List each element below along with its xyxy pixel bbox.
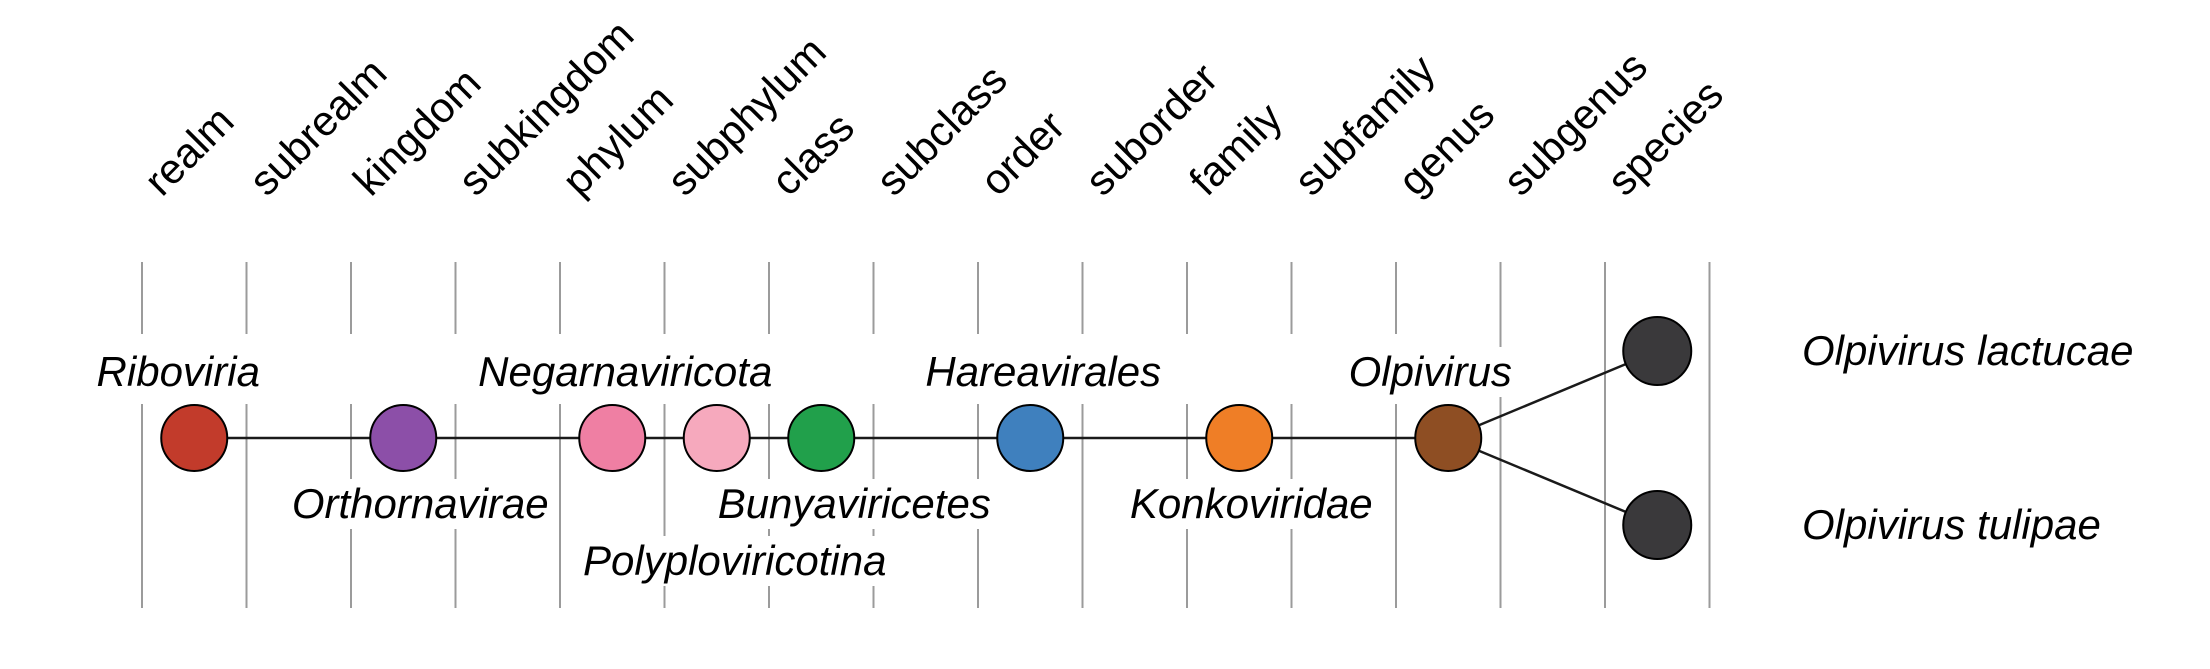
- taxon-label-bunyaviricetes: Bunyaviricetes: [709, 479, 999, 529]
- node-olpivirus-tulipae: [1622, 490, 1693, 560]
- taxon-label-hareavirales: Hareavirales: [917, 347, 1170, 397]
- node-olpivirus: [1414, 404, 1483, 472]
- species-branch-connector: [1447, 436, 1658, 527]
- taxon-label-konkoviridae: Konkoviridae: [1121, 479, 1381, 529]
- taxon-label-polyploviricotina: Polyploviricotina: [575, 536, 895, 586]
- node-riboviria: [160, 404, 229, 472]
- species-branch-connector: [1447, 349, 1658, 440]
- node-orthornavirae: [369, 404, 438, 472]
- node-konkoviridae: [1205, 404, 1274, 472]
- node-olpivirus-lactucae: [1622, 316, 1693, 386]
- taxon-label-olpivirus-tulipae: Olpivirus tulipae: [1802, 501, 2101, 548]
- taxon-label-negarnaviricota: Negarnaviricota: [470, 347, 781, 397]
- node-polyploviricotina: [682, 404, 751, 472]
- node-bunyaviricetes: [787, 404, 856, 472]
- taxon-nodes: [160, 316, 1693, 560]
- taxon-label-riboviria: Riboviria: [88, 347, 268, 397]
- node-negarnaviricota: [578, 404, 647, 472]
- node-hareavirales: [996, 404, 1065, 472]
- taxon-label-olpivirus: Olpivirus: [1340, 347, 1520, 397]
- taxon-label-orthornavirae: Orthornavirae: [283, 479, 557, 529]
- taxon-label-olpivirus-lactucae: Olpivirus lactucae: [1802, 327, 2134, 374]
